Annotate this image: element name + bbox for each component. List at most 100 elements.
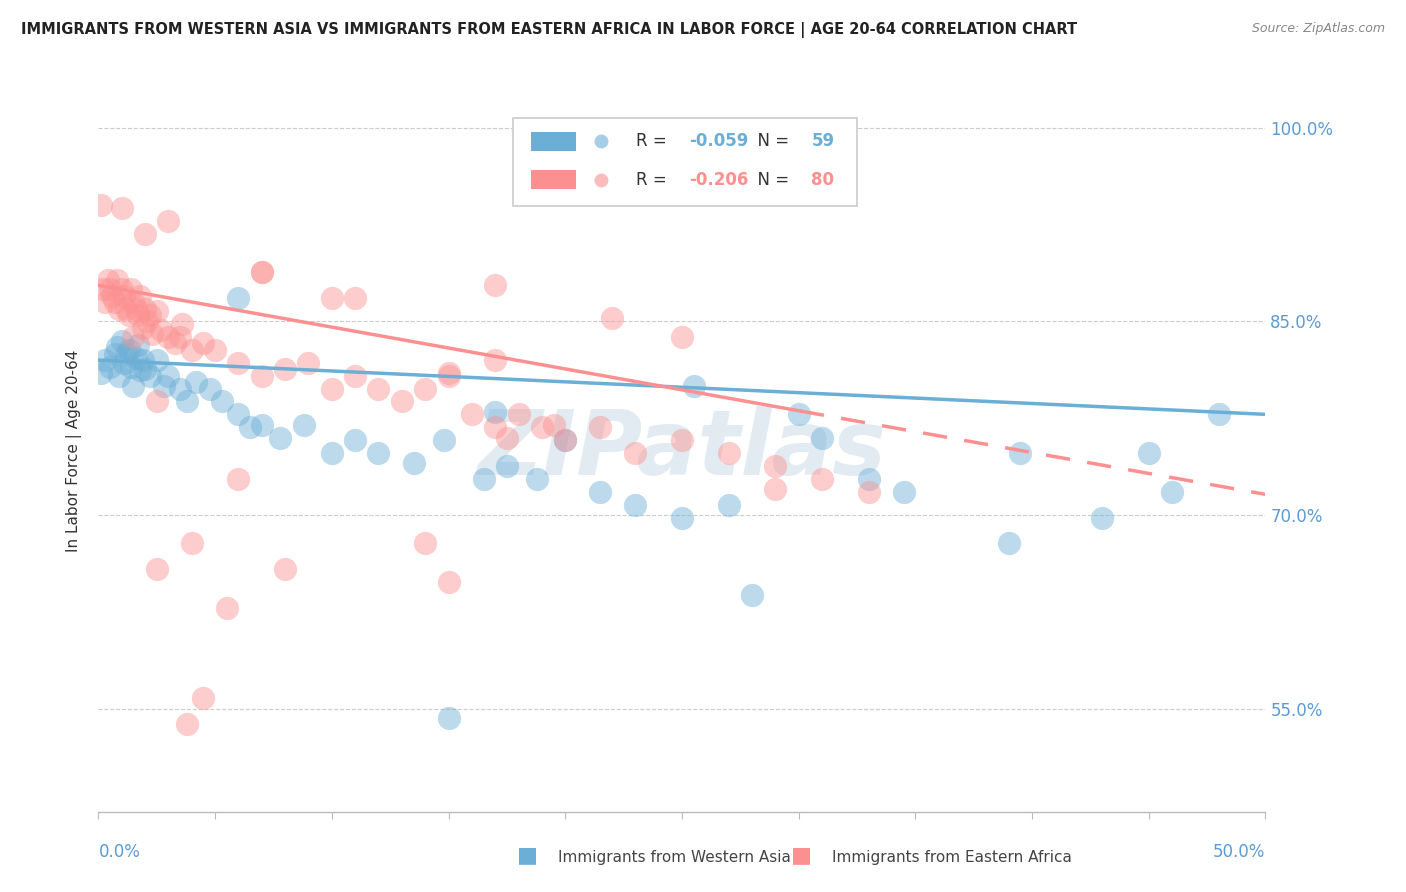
Point (111, 334, 134, 348)
Point (94, 295, 117, 310)
Point (136, 314, 159, 328)
Point (169, 330, 191, 344)
Point (146, 353, 169, 368)
Y-axis label: In Labor Force | Age 20-64: In Labor Force | Age 20-64 (66, 350, 83, 551)
Point (437, 575, 460, 590)
Point (228, 356, 250, 370)
Point (437, 710, 460, 724)
Point (98, 282, 121, 296)
Point (129, 288, 152, 302)
Point (472, 472, 495, 486)
Point (554, 433, 576, 447)
Point (484, 278, 506, 293)
Point (152, 379, 174, 393)
Point (682, 379, 704, 393)
Point (127, 337, 149, 351)
Point (484, 405, 506, 419)
Point (105, 340, 128, 354)
Point (172, 317, 194, 331)
Point (228, 472, 250, 486)
Point (118, 343, 141, 357)
Point (250, 265, 273, 279)
Point (433, 433, 456, 447)
Point (101, 288, 124, 302)
Point (111, 282, 134, 296)
Text: N =: N = (747, 132, 794, 150)
Text: IMMIGRANTS FROM WESTERN ASIA VS IMMIGRANTS FROM EASTERN AFRICA IN LABOR FORCE | : IMMIGRANTS FROM WESTERN ASIA VS IMMIGRAN… (21, 22, 1077, 38)
Point (176, 394, 198, 409)
Text: -0.059: -0.059 (689, 132, 748, 150)
Point (105, 273, 128, 287)
Point (204, 343, 226, 357)
Point (134, 301, 156, 316)
Point (530, 420, 553, 434)
Point (811, 472, 834, 486)
Point (108, 301, 131, 316)
Point (297, 356, 319, 370)
Point (484, 353, 506, 368)
Point (526, 472, 548, 486)
Point (671, 433, 693, 447)
Point (554, 433, 576, 447)
Text: ZIPatlas: ZIPatlas (478, 407, 886, 494)
Text: R =: R = (637, 170, 672, 188)
Text: 80: 80 (811, 170, 834, 188)
Bar (531, 132, 575, 151)
Point (624, 498, 647, 512)
Bar (531, 170, 575, 189)
Point (600, 310, 623, 325)
Point (402, 456, 425, 470)
Point (146, 304, 169, 318)
Point (508, 407, 530, 421)
Point (437, 366, 460, 380)
Point (811, 431, 834, 445)
Point (169, 382, 191, 396)
Point (321, 382, 343, 396)
Point (120, 359, 142, 374)
Point (717, 446, 740, 460)
Point (228, 407, 250, 421)
Point (1161, 484, 1184, 499)
Point (893, 484, 915, 499)
Point (1010, 446, 1032, 460)
Point (1091, 510, 1114, 524)
Point (496, 431, 519, 445)
Point (122, 330, 145, 344)
Point (413, 382, 436, 396)
Point (150, 323, 173, 337)
Text: Immigrants from Eastern Africa: Immigrants from Eastern Africa (832, 850, 1073, 865)
Point (180, 536, 202, 550)
Point (344, 291, 367, 305)
Point (997, 536, 1019, 550)
Text: ■: ■ (792, 846, 811, 865)
Point (125, 351, 148, 365)
Point (624, 446, 647, 460)
Bar (513, 118, 856, 206)
Point (321, 291, 343, 305)
Text: 0.0%: 0.0% (98, 843, 141, 861)
Point (1137, 446, 1160, 460)
Point (122, 295, 145, 310)
Point (367, 446, 389, 460)
Point (146, 394, 169, 409)
Point (200, 382, 222, 396)
Point (228, 291, 250, 305)
Text: R =: R = (637, 132, 672, 150)
Point (543, 417, 565, 432)
Point (717, 498, 740, 512)
Point (157, 368, 180, 383)
Point (461, 407, 484, 421)
Point (496, 458, 519, 473)
Point (157, 330, 180, 344)
Point (763, 458, 786, 473)
Point (104, 347, 127, 361)
Point (104, 295, 127, 310)
Point (274, 362, 297, 376)
Point (193, 691, 215, 706)
Point (98, 359, 121, 374)
Point (115, 301, 138, 316)
Point (858, 484, 880, 499)
Point (132, 321, 155, 335)
Point (344, 368, 367, 383)
Point (165, 336, 187, 351)
